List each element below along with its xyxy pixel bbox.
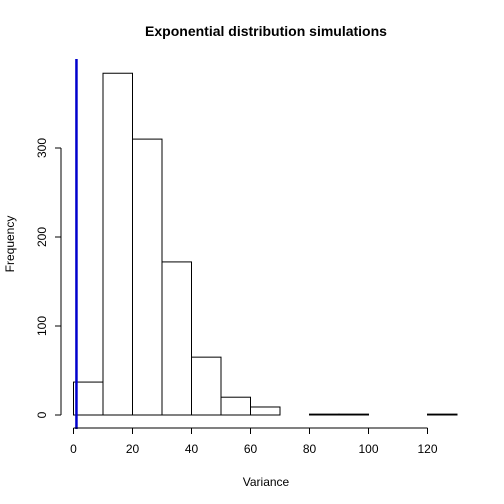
histogram-bar-6 (250, 406, 281, 416)
y-tick-label-2: 200 (35, 227, 49, 247)
chart-title: Exponential distribution simulations (145, 23, 387, 39)
y-tick-label-3: 300 (35, 138, 49, 158)
x-tick-label-4: 80 (303, 442, 317, 456)
x-tick-label-1: 20 (126, 442, 140, 456)
x-axis-label: Variance (243, 475, 290, 489)
x-tick-label-6: 120 (417, 442, 437, 456)
histogram-bar-1 (102, 72, 133, 416)
x-tick-label-5: 100 (358, 442, 378, 456)
x-axis: 0 20 40 60 80 100 120 (70, 427, 438, 456)
y-axis: 0 100 200 300 (35, 138, 62, 418)
x-tick-label-3: 60 (244, 442, 258, 456)
x-tick-label-0: 0 (70, 442, 77, 456)
y-tick-label-0: 0 (35, 411, 49, 418)
histogram-bar-3 (161, 261, 192, 416)
histogram-bar-5 (220, 396, 251, 416)
histogram-bar-9 (338, 413, 369, 416)
histogram-bar-4 (191, 356, 222, 416)
histogram-bar-2 (132, 138, 163, 416)
x-tick-label-2: 40 (185, 442, 199, 456)
y-axis-label: Frequency (3, 216, 17, 273)
histogram-bar-12 (427, 413, 458, 416)
bars-group (73, 72, 458, 416)
histogram-bar-0 (73, 381, 104, 416)
histogram-bar-8 (309, 413, 340, 416)
y-tick-label-1: 100 (35, 316, 49, 336)
